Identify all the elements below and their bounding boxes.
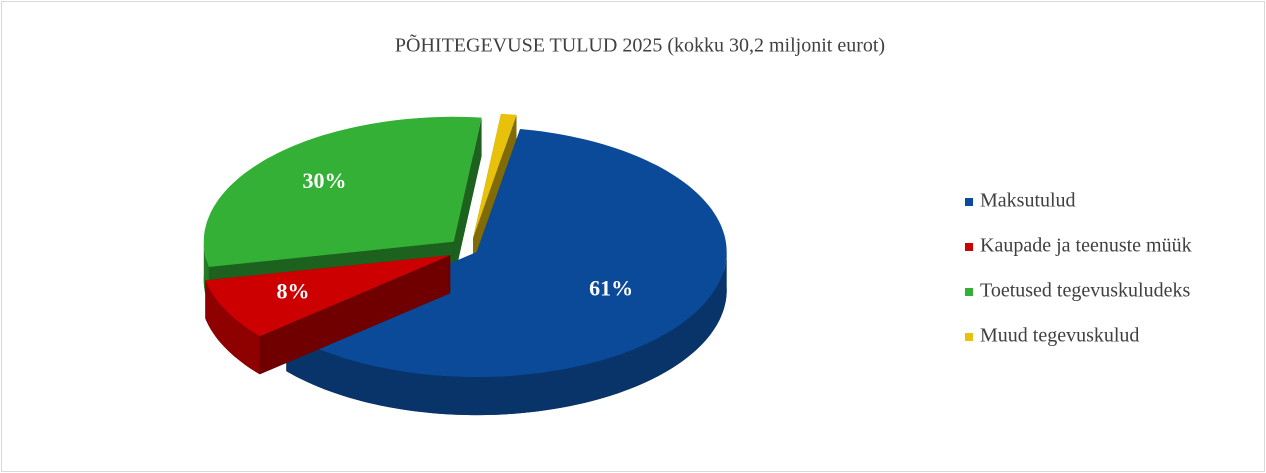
pie-slice xyxy=(205,255,451,375)
slice xyxy=(473,113,517,238)
legend-label: Kaupade ja teenuste müük xyxy=(980,235,1192,257)
legend-label: Toetused tegevuskuludeks xyxy=(980,280,1190,302)
legend-swatch xyxy=(965,243,973,251)
legend-swatch xyxy=(965,288,973,296)
slice-side xyxy=(286,252,727,416)
legend-label: Muud tegevuskulud xyxy=(980,325,1139,347)
data-label: 30% xyxy=(303,168,347,193)
slice-cut-face xyxy=(453,117,482,280)
legend-label: Maksutulud xyxy=(980,190,1076,212)
slice xyxy=(203,116,482,267)
slice-side xyxy=(205,280,260,375)
legend-swatch xyxy=(965,333,973,341)
slice xyxy=(205,255,451,337)
data-label: 61% xyxy=(589,276,633,301)
data-label: 8% xyxy=(276,279,309,304)
chart-title: PÕHITEGEVUSE TULUD 2025 (kokku 30,2 milj… xyxy=(395,33,885,57)
legend-swatch xyxy=(965,198,973,206)
